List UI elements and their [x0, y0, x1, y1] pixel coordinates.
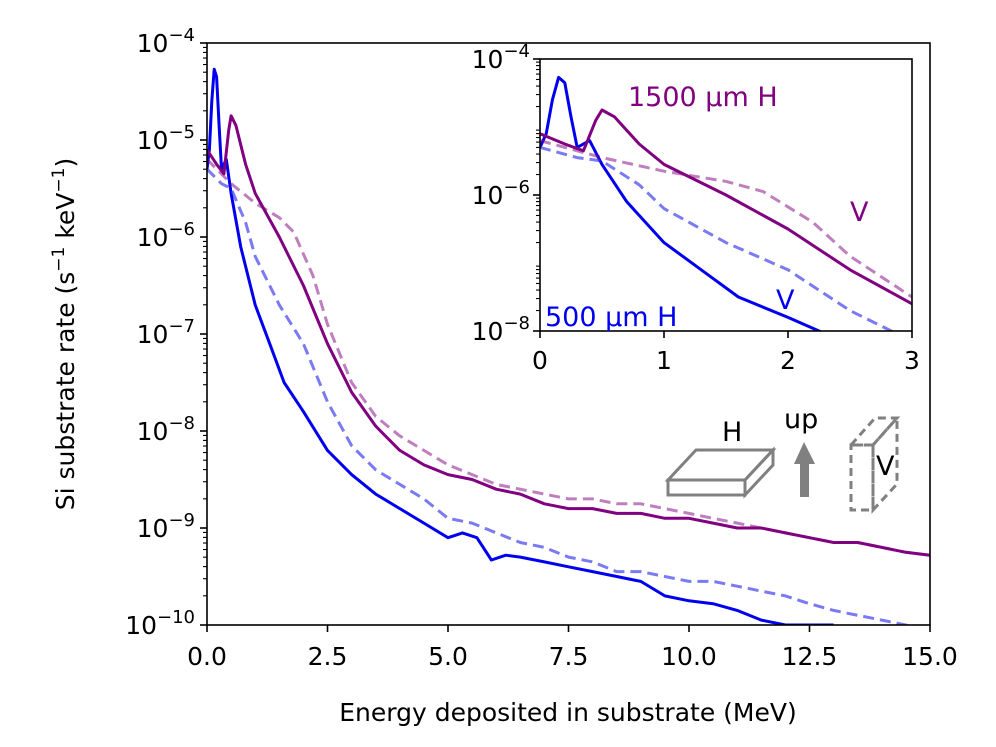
- up-label: up: [784, 404, 818, 435]
- y-tick-label: 10−8: [137, 413, 195, 446]
- inset-x-tick-label: 0: [532, 346, 548, 375]
- up-arrow-icon: [794, 442, 815, 497]
- inset-series-3: [540, 139, 912, 299]
- main-series-3: [207, 158, 930, 557]
- x-axis-label: Energy deposited in substrate (MeV): [339, 698, 796, 727]
- vertical-slab-icon: [847, 414, 901, 514]
- main-ticks-group: 0.0 2.5 5.0 7.5 10.0 12.5 15.0 10−4 10−5 10−6 10−7…: [125, 25, 958, 671]
- orientation-legend: H up V: [664, 404, 901, 514]
- main-series-group: [207, 67, 930, 625]
- y-axis-label: Si substrate rate (s−1 keV−1): [49, 158, 80, 510]
- inset-series-1: [540, 145, 895, 331]
- inset-y-tick-label: 10−8: [472, 313, 530, 346]
- x-tick-label: 7.5: [549, 642, 589, 671]
- y-tick-label: 10−4: [137, 25, 195, 58]
- horizontal-label: H: [722, 417, 742, 448]
- y-tick-label: 10−7: [137, 316, 195, 349]
- x-tick-label: 5.0: [428, 642, 468, 671]
- inset-y-tick-label: 10−6: [472, 177, 530, 210]
- x-tick-label: 2.5: [308, 642, 348, 671]
- annotation-500-v: V: [776, 285, 795, 316]
- x-tick-label: 0.0: [187, 642, 227, 671]
- main-series-0: [207, 67, 834, 625]
- annotation-500-h: 500 µm H: [545, 302, 677, 333]
- main-series-1: [207, 168, 914, 625]
- inset-ticks-group: 0 1 2 3 10−4 10−6 10−8: [472, 41, 920, 375]
- inset-y-tick-label: 10−4: [472, 41, 530, 74]
- inset-x-tick-label: 1: [656, 346, 672, 375]
- horizontal-slab-icon: [664, 446, 777, 499]
- y-tick-label: 10−10: [125, 607, 195, 640]
- x-tick-label: 10.0: [661, 642, 717, 671]
- y-tick-label: 10−6: [137, 219, 195, 252]
- inset-series-group: [540, 75, 912, 331]
- vertical-label: V: [876, 451, 895, 482]
- inset-series-2: [540, 108, 912, 306]
- annotation-1500-v: V: [850, 197, 869, 228]
- main-axes: 0.0 2.5 5.0 7.5 10.0 12.5 15.0 10−4 10−5 10−6 10−7…: [125, 25, 958, 671]
- annotation-1500-h: 1500 µm H: [628, 82, 778, 113]
- inset-series-0: [540, 75, 823, 331]
- y-tick-label: 10−5: [137, 122, 195, 155]
- y-tick-label: 10−9: [137, 510, 195, 543]
- inset-x-tick-label: 3: [904, 346, 920, 375]
- inset-x-tick-label: 2: [780, 346, 796, 375]
- inset-axes: 0 1 2 3 10−4 10−6 10−8 1500 µm H V 500 µm H V: [472, 41, 920, 375]
- x-tick-label: 15.0: [902, 642, 958, 671]
- x-tick-label: 12.5: [782, 642, 838, 671]
